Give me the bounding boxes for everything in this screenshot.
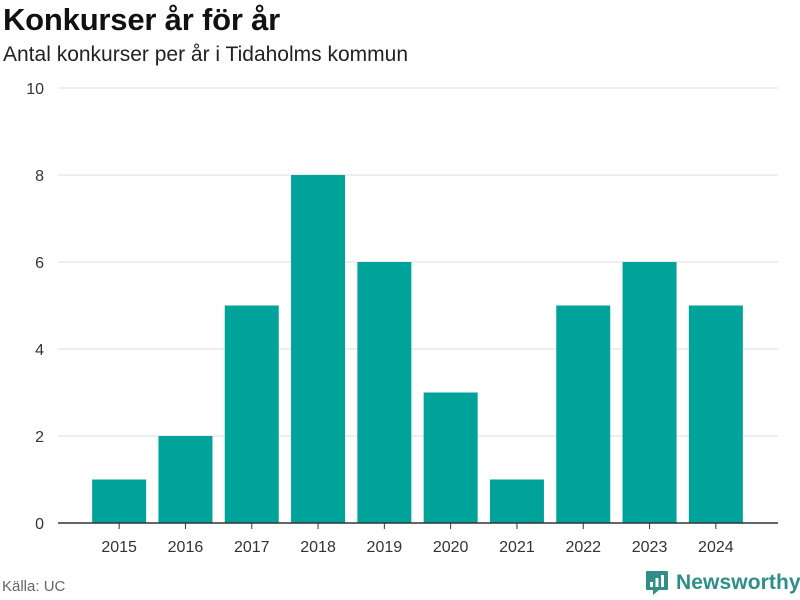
y-tick-label: 0 bbox=[35, 516, 44, 533]
bar bbox=[489, 479, 544, 523]
x-tick-label: 2021 bbox=[499, 539, 535, 556]
bar bbox=[224, 305, 279, 523]
x-tick-label: 2016 bbox=[168, 539, 204, 556]
newsworthy-logo-icon bbox=[646, 571, 668, 595]
bar bbox=[622, 262, 677, 523]
y-tick-label: 8 bbox=[35, 168, 44, 185]
brand-logo: Newsworthy bbox=[645, 570, 800, 596]
x-tick-label: 2018 bbox=[300, 539, 336, 556]
bar bbox=[688, 305, 743, 523]
bars bbox=[92, 175, 743, 523]
y-tick-label: 6 bbox=[35, 255, 44, 272]
y-axis-ticks: 0 2 4 6 8 10 bbox=[26, 81, 44, 533]
chart-title: Konkurser år för år bbox=[3, 2, 281, 37]
x-tick-label: 2020 bbox=[433, 539, 469, 556]
x-tick-label: 2019 bbox=[367, 539, 403, 556]
bar bbox=[556, 305, 611, 523]
bar bbox=[92, 479, 147, 523]
x-tick-label: 2015 bbox=[101, 539, 137, 556]
x-tick-label: 2017 bbox=[234, 539, 270, 556]
y-tick-label: 10 bbox=[26, 81, 44, 98]
x-tick-label: 2024 bbox=[698, 539, 734, 556]
bar bbox=[291, 175, 346, 523]
bar bbox=[357, 262, 412, 523]
bar bbox=[423, 392, 478, 523]
y-tick-label: 2 bbox=[35, 429, 44, 446]
y-tick-label: 4 bbox=[35, 342, 44, 359]
x-axis-ticks: 2015 2016 2017 2018 2019 2020 2021 2022 2023 2024 bbox=[101, 523, 734, 556]
source-note: Källa: UC bbox=[2, 578, 66, 595]
brand-name: Newsworthy bbox=[676, 571, 800, 594]
chart-subtitle: Antal konkurser per år i Tidaholms kommu… bbox=[3, 43, 408, 66]
x-tick-label: 2023 bbox=[632, 539, 668, 556]
bar bbox=[158, 436, 213, 523]
x-tick-label: 2022 bbox=[565, 539, 601, 556]
